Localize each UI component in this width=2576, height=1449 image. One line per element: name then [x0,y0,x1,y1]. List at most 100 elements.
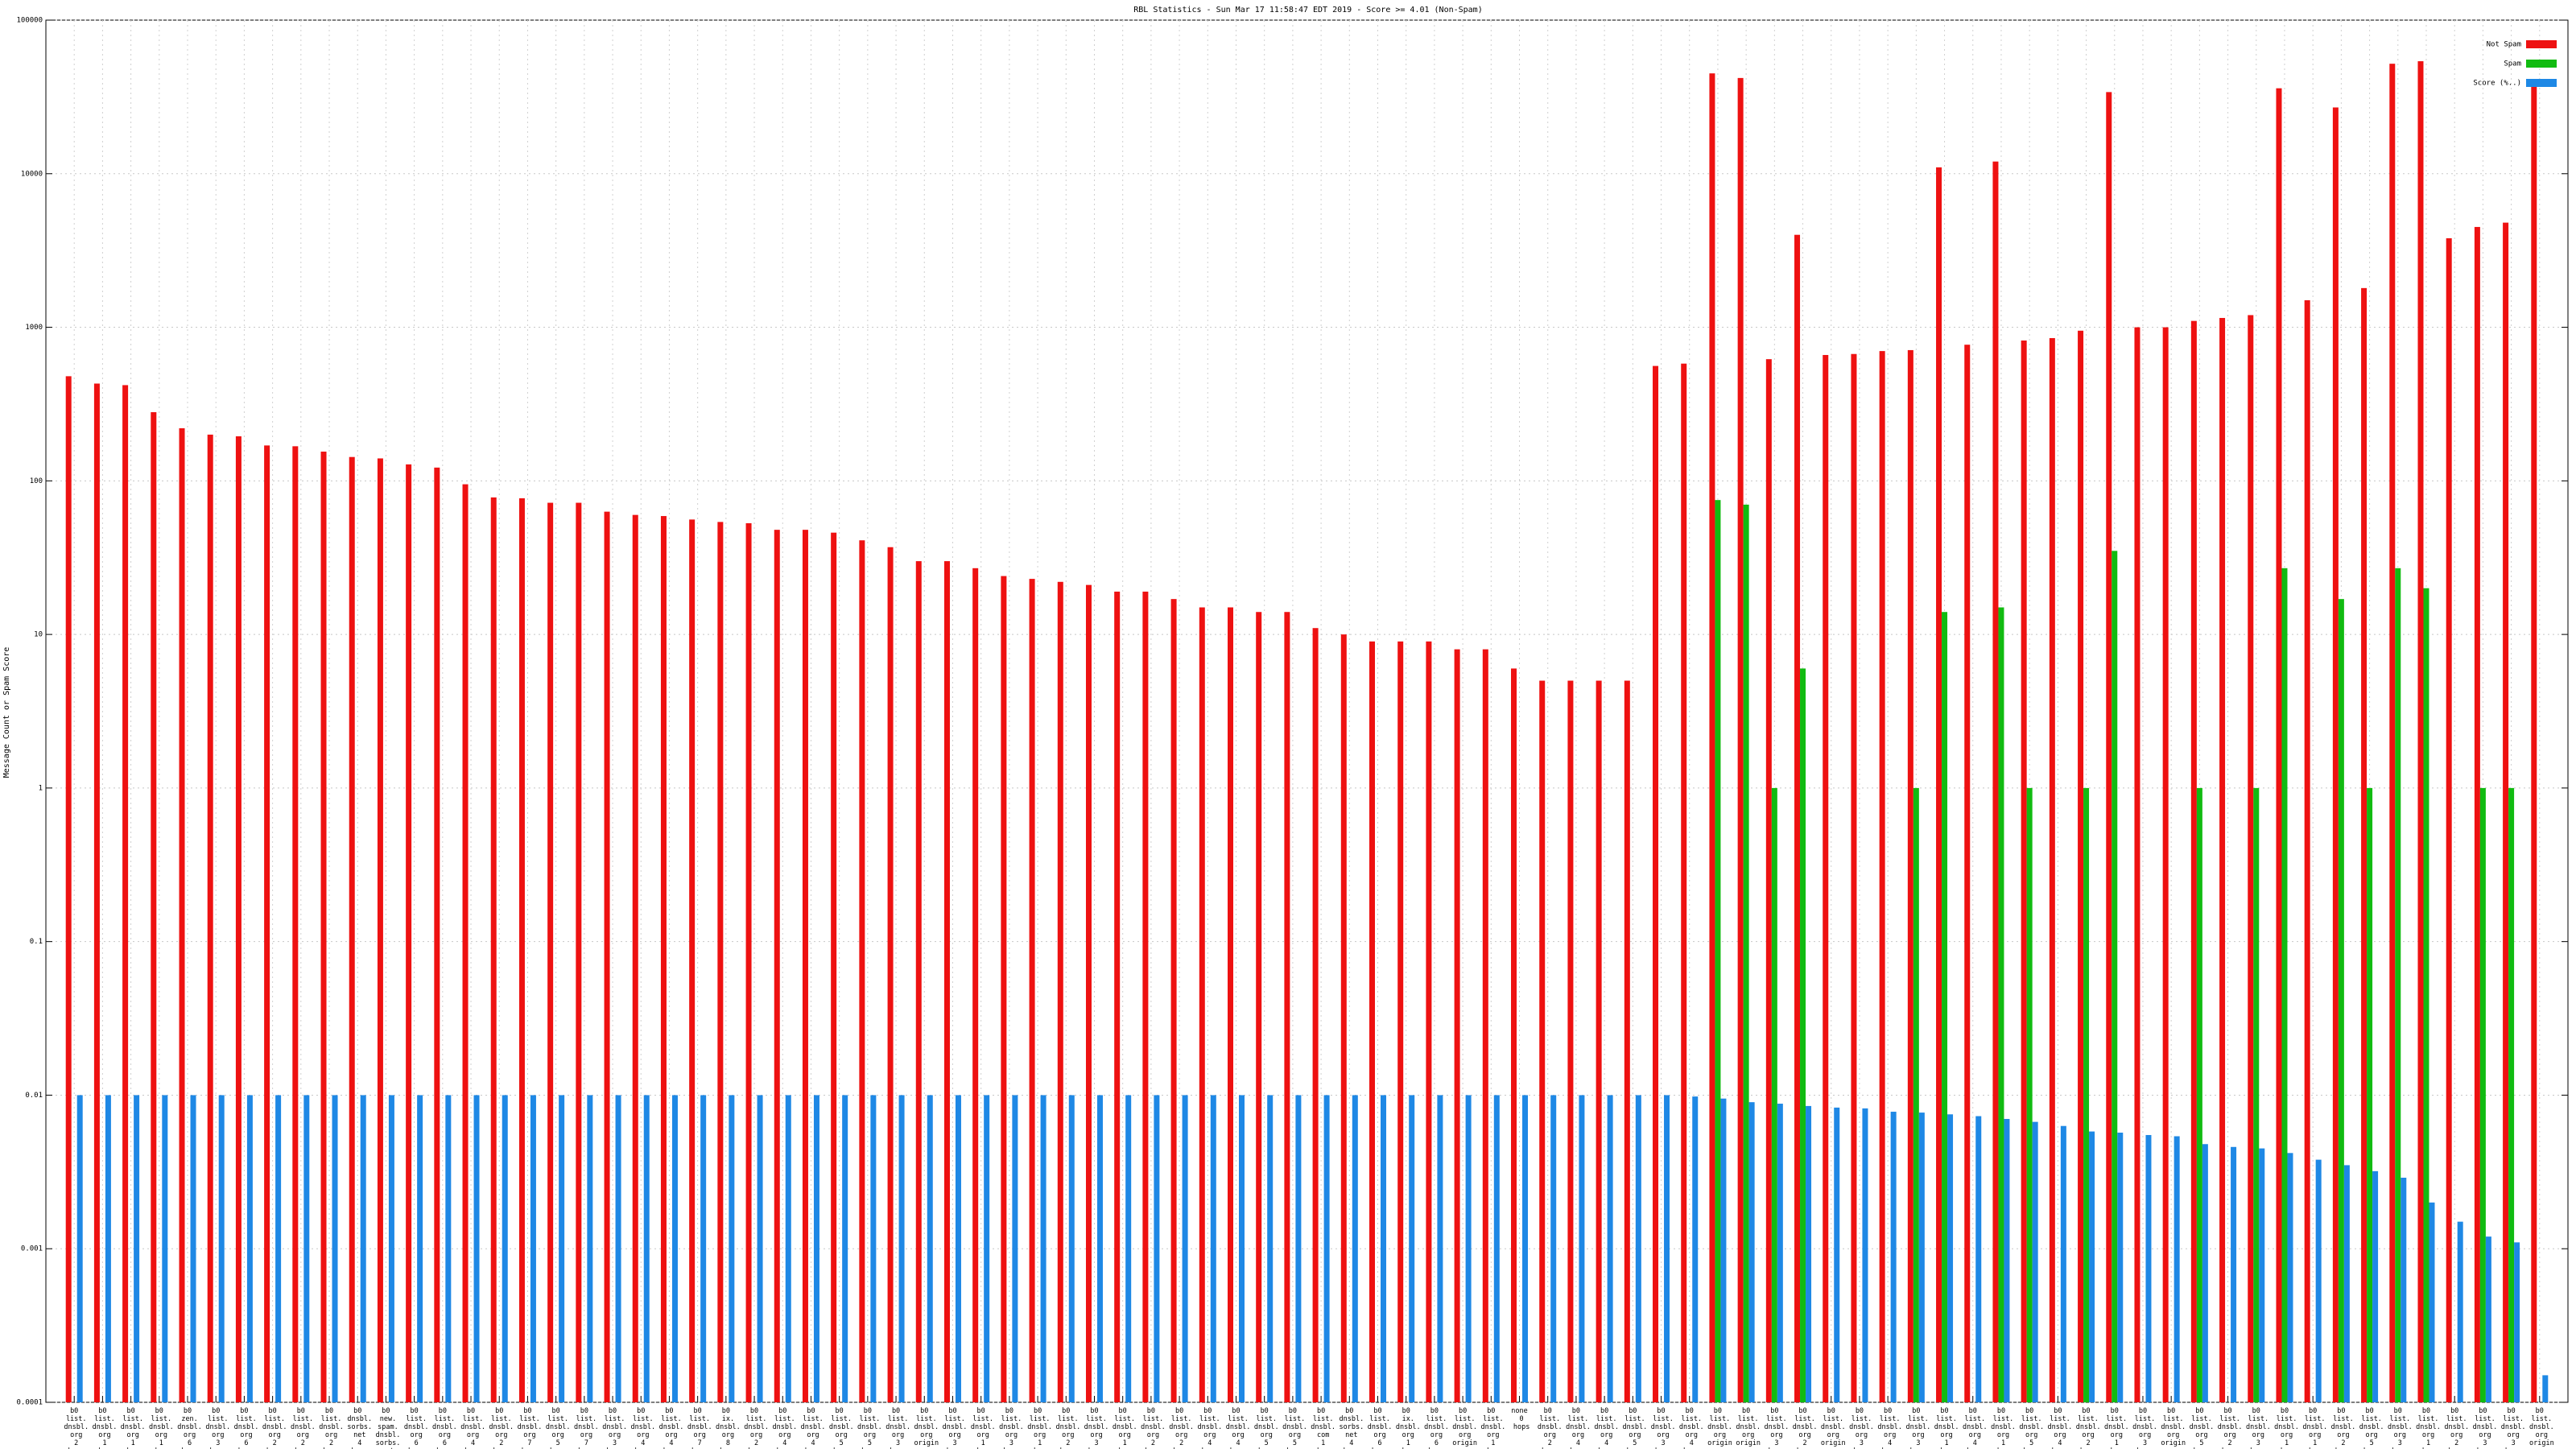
bar [2083,787,2090,1402]
x-tick-label: b0 list. dnsbl. org 1 hop [88,1407,117,1449]
x-tick-label: b0 list. dnsbl. org 5 hops [825,1407,854,1449]
x-tick-label: b0 new. spam. dnsbl. sorbs. net 4 hops [372,1407,401,1449]
bar [604,511,610,1402]
bar [490,497,497,1402]
bar [1913,787,1919,1402]
x-tick-label: b0 list. dnsbl. org 3 hops [2128,1407,2157,1449]
bar [462,484,469,1402]
x-tick-label: b0 list. dnsbl. org 5 hops [1250,1407,1279,1449]
bar [729,1095,735,1402]
bar [717,522,724,1402]
x-tick-label: b0 list. dnsbl. org 2 hops [740,1407,769,1449]
bar [1012,1095,1018,1402]
x-tick-label: b0 list. dnsbl. org 1 hop [1476,1407,1505,1449]
bar [2026,787,2033,1402]
x-tick-label: b0 list. dnsbl. org 2 hops [2072,1407,2101,1449]
y-tick-label: 0.1 [30,938,43,946]
bar [1579,1095,1585,1402]
legend-label: Score (%..) [2473,80,2521,88]
bar [2429,1202,2435,1402]
bar [1227,607,1233,1402]
bar [2542,1375,2549,1402]
bar [2457,1221,2463,1402]
bar [2117,1133,2124,1402]
x-tick-label: b0 list. dnsbl. com 1 hop [1307,1407,1335,1449]
x-tick-label: b0 list. dnsbl. org 3 hops [2468,1407,2497,1449]
x-tick-label: b0 list. dnsbl. org origin [1448,1407,1477,1447]
bar [1284,612,1290,1402]
bar [1624,680,1630,1402]
plot-frame [45,19,2569,1403]
x-tick-label: b0 list. dnsbl. org 5 hops [1618,1407,1647,1449]
y-tick-label: 10 [34,631,43,639]
y-tick-label: 10000 [21,170,43,178]
x-tick-label: none 0 hops [1509,1407,1530,1431]
bar [1029,579,1035,1402]
x-tick-label: b0 ix. dnsbl. org 1 hop [1392,1407,1421,1449]
bar [1567,680,1574,1402]
y-tick-label: 100 [30,477,43,485]
bar [802,530,808,1402]
bar [1312,628,1319,1402]
x-tick-label: b0 list. dnsbl. org 4 hops [768,1407,797,1449]
bar [349,456,355,1402]
x-tick-label: b0 list. dnsbl. org 7 hops [570,1407,599,1449]
bar [434,467,440,1402]
x-tick-label: b0 list. dnsbl. org 1 hop [967,1407,996,1449]
x-tick-label: b0 list. dnsbl. org 6 hops [230,1407,259,1449]
x-tick-label: b0 list. dnsbl. org 6 hops [1420,1407,1449,1449]
x-tick-label: b0 list. dnsbl. org 4 hops [1562,1407,1591,1449]
bar [1001,576,1007,1403]
bar [1154,1095,1160,1402]
bar [1692,1096,1699,1402]
bar [1942,612,1948,1402]
bar [303,1095,310,1402]
bar [831,532,837,1402]
bar [2112,551,2118,1403]
bar [943,561,950,1403]
x-tick-label: b0 list. dnsbl. org 1 hop [2270,1407,2299,1449]
bar [1777,1104,1783,1402]
bar [1142,591,1149,1402]
bar [1743,504,1749,1402]
bar [320,452,327,1403]
bar [2276,88,2282,1403]
bar [207,434,213,1402]
x-tick-label: b0 list. dnsbl. org origin [910,1407,939,1447]
bar [660,516,667,1402]
bar [1596,680,1602,1402]
bar [2361,287,2368,1402]
bar [2145,1134,2152,1402]
bar [757,1095,763,1402]
bar [2423,588,2429,1402]
bar [2281,568,2288,1403]
bar [1539,680,1546,1402]
x-tick-label: b0 list. dnsbl. org 1 hop [2100,1407,2129,1449]
bar [65,376,72,1402]
x-tick-label: b0 list. dnsbl. org origin [1732,1407,1761,1447]
bar [190,1095,196,1402]
bar [2134,327,2140,1402]
bar [179,428,185,1402]
bar [2089,1131,2095,1402]
x-tick-label: b0 list. dnsbl. org 1 hop [145,1407,174,1449]
bar [1964,345,1971,1403]
x-tick-label: b0 list. dnsbl. org 3 hops [1080,1407,1109,1449]
x-tick-label: b0 list. dnsbl. org 2 hops [1051,1407,1080,1449]
bar [615,1095,621,1402]
x-tick-label: b0 list. dnsbl. org 2 hops [485,1407,514,1449]
bar [2485,1236,2491,1402]
bar [2021,340,2027,1403]
bar [2202,1144,2208,1402]
bar [2253,787,2260,1402]
bar [2304,299,2310,1403]
x-tick-label: b0 list. dnsbl. org 2 hops [2214,1407,2243,1449]
bar [1522,1095,1529,1402]
bar [2332,107,2339,1402]
bar [1210,1095,1216,1402]
bar [1369,641,1376,1402]
bar [2060,1125,2066,1402]
y-tick-label: 0.01 [25,1092,43,1100]
legend-label: Not Spam [2487,41,2521,49]
